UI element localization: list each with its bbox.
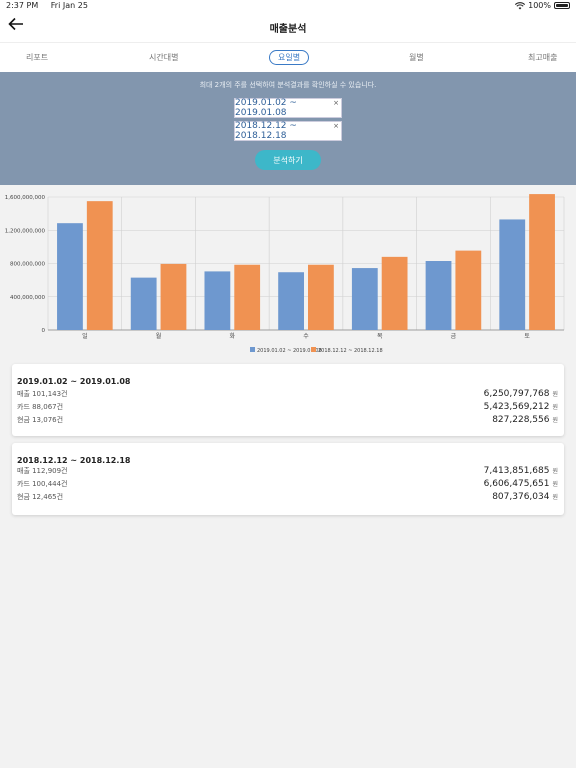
bar-2 [86, 201, 113, 330]
bar-1 [57, 223, 83, 330]
row-label: 카드 88,067건 [17, 403, 64, 411]
y-tick-label: 1,600,000,000 [5, 195, 46, 201]
period-label-2: 2018.12.12 ~ 2018.12.18 [235, 121, 297, 141]
amount: 6,250,797,768 [483, 389, 550, 399]
row-value: 6,250,797,768 원 [484, 389, 558, 399]
legend-label: 2018.12.12 ~ 2018.12.18 [318, 348, 383, 354]
bar-2 [381, 256, 408, 330]
y-tick-label: 0 [42, 328, 46, 334]
amount: 5,423,569,212 [483, 402, 550, 412]
unit: 원 [552, 391, 558, 398]
row-label: 매출 101,143건 [17, 390, 68, 398]
unit: 원 [552, 481, 558, 488]
row-value: 7,413,851,685 원 [484, 466, 558, 476]
period-label-1: 2019.01.02 ~ 2019.01.08 [235, 98, 297, 118]
bar-2 [529, 194, 555, 330]
chart-svg: 0 400,000,000 800,000,000 1,200,000,000 1,60… [5, 194, 565, 354]
battery-percent: 100% [528, 1, 551, 10]
tab-weekday[interactable]: 요일별 [269, 50, 310, 65]
amount: 7,413,851,685 [483, 466, 550, 476]
row-label: 매출 112,909건 [17, 467, 68, 475]
tab-report[interactable]: 리포트 [26, 53, 49, 62]
bar-1 [204, 271, 231, 330]
card-row-cash: 현금 12,465건 807,376,034 원 [17, 491, 558, 503]
tab-monthly[interactable]: 월별 [409, 53, 424, 62]
row-value: 5,423,569,212 원 [484, 402, 558, 412]
row-label: 현금 12,465건 [17, 493, 64, 501]
unit: 원 [552, 417, 558, 424]
bar-2 [234, 264, 261, 330]
bar-1 [130, 277, 157, 330]
card-row-sales: 매출 112,909건 7,413,851,685 원 [17, 465, 558, 477]
close-icon[interactable]: × [333, 122, 339, 130]
x-tick-label: 수 [303, 333, 309, 340]
row-value: 6,606,475,651 원 [484, 479, 558, 489]
period-box-2[interactable]: 2018.12.12 ~ 2018.12.18 × [234, 121, 342, 141]
unit: 원 [552, 494, 558, 501]
x-tick-label: 일 [82, 332, 88, 340]
x-tick-label: 목 [377, 333, 383, 340]
card-title: 2019.01.02 ~ 2019.01.08 [17, 377, 131, 386]
y-tick-label: 400,000,000 [10, 295, 45, 301]
legend-swatch [250, 347, 255, 352]
back-button[interactable] [8, 16, 28, 36]
bar-1 [499, 219, 526, 330]
bar-2 [160, 263, 187, 330]
bar-1 [278, 272, 304, 330]
y-tick-label: 800,000,000 [10, 262, 45, 268]
legend-label: 2019.01.02 ~ 2019.01.08 [257, 348, 322, 354]
arrow-left-icon [8, 17, 23, 31]
status-bar: 2:37 PM Fri Jan 25 100% [0, 0, 576, 12]
card-row-card: 카드 88,067건 5,423,569,212 원 [17, 401, 558, 413]
legend-swatch [311, 347, 316, 352]
row-value: 827,228,556 원 [492, 415, 558, 425]
row-value: 807,376,034 원 [492, 492, 558, 502]
card-title: 2018.12.12 ~ 2018.12.18 [17, 456, 131, 465]
x-tick-label: 월 [156, 332, 162, 340]
amount: 6,606,475,651 [483, 479, 550, 489]
tab-hourly[interactable]: 시간대별 [149, 53, 179, 62]
x-tick-label: 토 [524, 333, 530, 340]
unit: 원 [552, 468, 558, 475]
bar-1 [425, 261, 452, 330]
nav-bar: 매출분석 [0, 12, 576, 42]
row-label: 현금 13,076건 [17, 416, 64, 424]
bar-2 [308, 264, 334, 330]
tab-bar: 리포트 시간대별 요일별 월별 최고매출 [0, 42, 576, 72]
card-row-sales: 매출 101,143건 6,250,797,768 원 [17, 388, 558, 400]
weekday-sales-chart: 0 400,000,000 800,000,000 1,200,000,000 1,60… [0, 185, 576, 355]
summary-card-2: 2018.12.12 ~ 2018.12.18 매출 112,909건 7,41… [12, 443, 564, 515]
page-title: 매출분석 [269, 24, 307, 35]
x-tick-label: 화 [230, 333, 236, 340]
unit: 원 [552, 404, 558, 411]
period-selector-panel: 최대 2개의 주를 선택하여 분석결과를 확인하실 수 있습니다. 2019.0… [0, 72, 576, 185]
summary-card-1: 2019.01.02 ~ 2019.01.08 매출 101,143건 6,25… [12, 364, 564, 436]
wifi-icon [515, 1, 526, 9]
analyze-button[interactable]: 분석하기 [255, 150, 321, 170]
card-row-card: 카드 100,444건 6,606,475,651 원 [17, 478, 558, 490]
status-date: Fri Jan 25 [50, 1, 88, 10]
period-box-1[interactable]: 2019.01.02 ~ 2019.01.08 × [234, 98, 342, 118]
selector-hint: 최대 2개의 주를 선택하여 분석결과를 확인하실 수 있습니다. [199, 81, 377, 89]
x-tick-label: 금 [451, 333, 457, 340]
bar-1 [351, 268, 378, 330]
battery-icon [554, 2, 570, 9]
close-icon[interactable]: × [333, 99, 339, 107]
tab-best-sales[interactable]: 최고매출 [528, 53, 558, 62]
amount: 807,376,034 [492, 492, 550, 502]
status-time: 2:37 PM [6, 1, 39, 10]
card-row-cash: 현금 13,076건 827,228,556 원 [17, 414, 558, 426]
y-tick-label: 1,200,000,000 [5, 228, 46, 234]
row-label: 카드 100,444건 [17, 480, 68, 488]
bar-2 [455, 250, 482, 330]
amount: 827,228,556 [492, 415, 550, 425]
